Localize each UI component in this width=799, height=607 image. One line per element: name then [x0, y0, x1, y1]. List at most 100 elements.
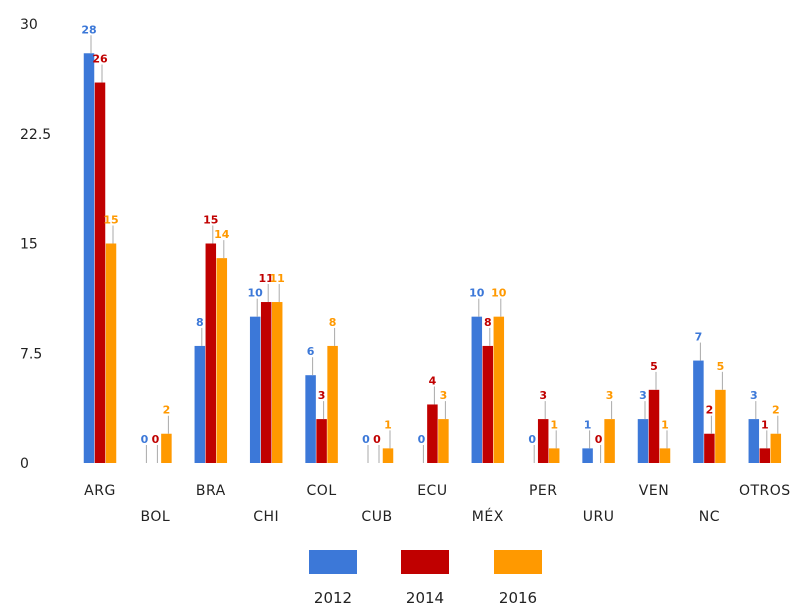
bar-ecu-2016[interactable] [438, 419, 449, 463]
legend: 2012 2014 2016 [309, 550, 542, 607]
bar-group-otros: 3 12 [748, 389, 782, 463]
bar-otros-2012[interactable] [748, 419, 760, 463]
data-label: 5 [650, 360, 658, 373]
bar-ven-2014[interactable] [648, 389, 660, 463]
data-label: 8 [196, 316, 204, 329]
bar-group-nc: 7 2 5 [693, 331, 726, 463]
data-label: 10 [469, 287, 485, 300]
bar-group-ecu: 0 43 [418, 374, 449, 463]
bar-méx-2016[interactable] [493, 316, 505, 463]
bar-col-2012[interactable] [305, 375, 316, 463]
data-label: 7 [695, 331, 703, 344]
x-axis: ARG BOL BRA CHI COL CUB ECU MÉX PER URU VEN NC OTROS [84, 483, 790, 525]
data-label: 6 [307, 345, 315, 358]
bar-bra-2012[interactable] [194, 345, 206, 463]
data-label: 10 [491, 287, 507, 300]
bar-arg-2014[interactable] [94, 82, 106, 464]
bar-group-cub: 0 01 [362, 418, 394, 463]
x-tick-label: CUB [361, 509, 392, 525]
bar-col-2014[interactable] [316, 419, 327, 463]
data-label: 1 [550, 418, 558, 431]
data-label: 3 [639, 389, 647, 402]
bar-col-2016[interactable] [327, 345, 338, 463]
x-tick-label: ARG [84, 483, 116, 499]
data-label: 11 [259, 272, 274, 285]
bar-nc-2012[interactable] [693, 360, 704, 463]
legend-swatch-2016[interactable] [494, 550, 542, 574]
bar-chi-2014[interactable] [260, 302, 272, 463]
data-label: 1 [384, 418, 392, 431]
x-tick-label: VEN [639, 483, 669, 499]
x-tick-label: MÉX [472, 508, 504, 525]
x-tick-label: CHI [253, 509, 279, 525]
bar-cub-2016[interactable] [382, 448, 394, 463]
bar-nc-2016[interactable] [715, 389, 726, 463]
bar-group-per: 0 3 1 [528, 389, 560, 463]
x-tick-label: BRA [196, 483, 226, 499]
data-label: 3 [440, 389, 448, 402]
y-tick-label: 7.5 [20, 346, 42, 362]
legend-label: 2012 [314, 589, 352, 607]
data-label: 1 [661, 418, 669, 431]
bar-ecu-2014[interactable] [427, 404, 438, 463]
data-label: 2 [163, 404, 171, 417]
bar-group-arg: 28 26 15 [81, 23, 119, 464]
data-label: 2 [706, 404, 714, 417]
data-label: 14 [214, 228, 230, 241]
data-label: 0 [595, 433, 603, 446]
data-label: 3 [606, 389, 614, 402]
data-label: 15 [203, 214, 218, 227]
bar-arg-2016[interactable] [105, 243, 117, 464]
x-tick-label: NC [699, 509, 720, 525]
bar-group-bol: 0 0 2 [141, 404, 172, 463]
bar-arg-2012[interactable] [83, 53, 95, 464]
legend-swatch-2012[interactable] [309, 550, 357, 574]
data-label: 4 [429, 374, 437, 387]
bar-bra-2014[interactable] [205, 243, 217, 464]
data-label: 0 [373, 433, 381, 446]
data-label: 15 [103, 214, 118, 227]
x-tick-label: ECU [417, 483, 447, 499]
x-tick-label: OTROS [739, 483, 791, 499]
bar-nc-2014[interactable] [704, 433, 715, 463]
data-label: 0 [362, 433, 370, 446]
bar-uru-2016[interactable] [604, 419, 615, 463]
data-label: 3 [539, 389, 547, 402]
x-tick-label: COL [307, 483, 337, 499]
bar-méx-2012[interactable] [471, 316, 483, 463]
bar-group-col: 6 3 8 [305, 316, 338, 463]
data-label: 8 [484, 316, 492, 329]
data-label: 10 [248, 287, 264, 300]
bar-bol-2016[interactable] [161, 433, 172, 463]
bar-chi-2016[interactable] [271, 302, 283, 463]
legend-label: 2014 [406, 589, 444, 607]
data-label: 11 [270, 272, 285, 285]
data-label: 0 [528, 433, 536, 446]
bar-per-2016[interactable] [548, 448, 560, 463]
bar-otros-2014[interactable] [759, 448, 771, 463]
bar-group-uru: 10 3 [582, 389, 615, 463]
data-label: 8 [329, 316, 337, 329]
x-tick-label: BOL [141, 509, 171, 525]
bar-ven-2012[interactable] [637, 419, 649, 463]
bar-per-2014[interactable] [537, 419, 549, 463]
data-label: 1 [761, 418, 769, 431]
bar-ven-2016[interactable] [659, 448, 671, 463]
bar-otros-2016[interactable] [770, 433, 782, 463]
data-label: 0 [418, 433, 426, 446]
y-tick-label: 30 [20, 17, 38, 33]
bar-uru-2012[interactable] [582, 448, 593, 463]
bar-bra-2016[interactable] [216, 258, 228, 463]
bar-chi-2012[interactable] [249, 316, 261, 463]
data-label: 3 [750, 389, 758, 402]
data-label: 28 [81, 23, 96, 36]
data-label: 26 [92, 53, 108, 66]
bar-méx-2014[interactable] [482, 345, 494, 463]
bar-group-méx: 10 8 10 [469, 287, 507, 463]
bar-group-ven: 3 5 1 [637, 360, 671, 463]
legend-swatch-2014[interactable] [401, 550, 449, 574]
data-label: 0 [141, 433, 149, 446]
